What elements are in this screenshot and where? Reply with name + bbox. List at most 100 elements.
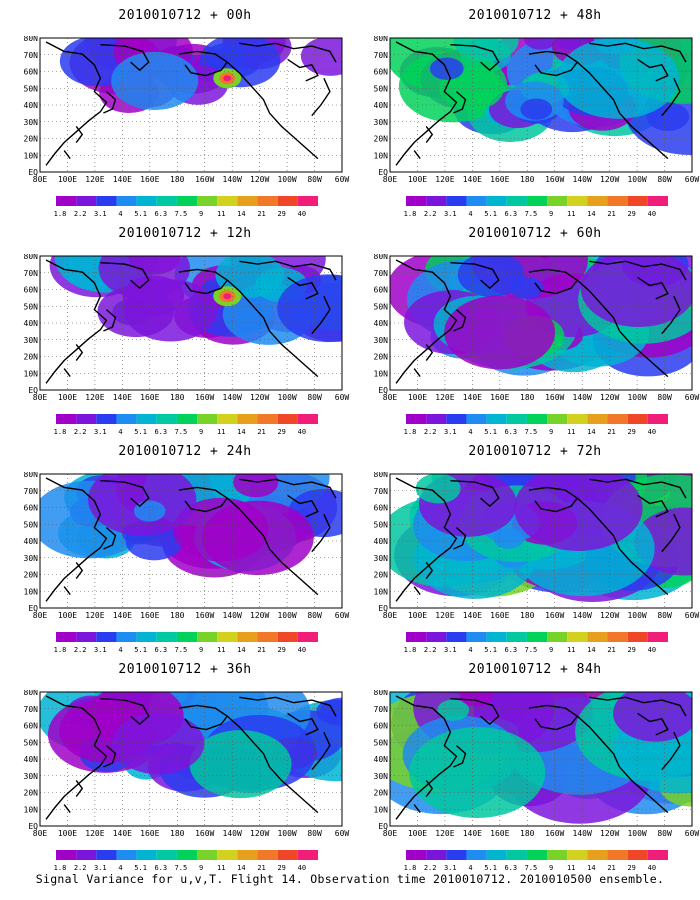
lon-tick-label: 120E bbox=[85, 611, 104, 620]
colorbar-tick-label: 6.3 bbox=[154, 646, 167, 654]
lat-tick-label: 30N bbox=[374, 554, 389, 563]
colorbar-swatch bbox=[466, 632, 487, 642]
colorbar: 1.8 2.2 3.1 4 5.1 6.3 7.5 9 11 14 21 29 40 bbox=[54, 414, 318, 436]
coastline bbox=[179, 51, 227, 75]
variance-contour bbox=[510, 276, 544, 299]
coastline bbox=[662, 78, 680, 116]
variance-contour bbox=[277, 274, 342, 343]
coastline bbox=[227, 62, 318, 158]
lat-tick-label: 80N bbox=[24, 36, 39, 43]
lat-tick-label: 20N bbox=[374, 789, 389, 798]
variance-contour bbox=[524, 38, 558, 50]
lat-tick-label: 70N bbox=[24, 51, 39, 60]
lon-tick-label: 120W bbox=[250, 175, 269, 184]
lon-tick-label: 120E bbox=[85, 829, 104, 838]
lon-tick-label: 180 bbox=[520, 611, 535, 620]
colorbar: 1.8 2.2 3.1 4 5.1 6.3 7.5 9 11 14 21 29 40 bbox=[54, 196, 318, 218]
lon-tick-label: 60W bbox=[335, 829, 350, 838]
variance-contour bbox=[112, 712, 205, 775]
colorbar-tick-label: 14 bbox=[237, 646, 245, 654]
colorbar-tick-label: 5.1 bbox=[134, 864, 147, 872]
lat-tick-label: 70N bbox=[24, 705, 39, 714]
colorbar-tick-label: 7.5 bbox=[175, 864, 188, 872]
lon-tick-label: 140E bbox=[113, 393, 132, 402]
lat-tick-label: 10N bbox=[24, 151, 39, 160]
colorbar-tick-label: 6.3 bbox=[504, 428, 517, 436]
colorbar-swatch bbox=[96, 632, 117, 642]
lon-tick-label: 160E bbox=[490, 611, 509, 620]
coastline bbox=[100, 699, 148, 724]
colorbar-tick-label: 3.1 bbox=[94, 210, 107, 218]
variance-field bbox=[390, 38, 692, 155]
colorbar-tick-label: 29 bbox=[277, 210, 285, 218]
colorbar-tick-label: 7.5 bbox=[525, 210, 538, 218]
colorbar-swatch bbox=[446, 414, 467, 424]
colorbar-tick-label: 3.1 bbox=[94, 428, 107, 436]
coastline bbox=[100, 263, 148, 288]
lat-tick-label: EQ bbox=[28, 822, 38, 831]
coastline bbox=[577, 62, 668, 158]
colorbar-swatch bbox=[176, 196, 198, 206]
lon-tick-label: 100E bbox=[408, 829, 427, 838]
lat-tick-label: 60N bbox=[374, 722, 389, 731]
lat-tick-label: 50N bbox=[24, 84, 39, 93]
colorbar-swatch bbox=[237, 414, 258, 424]
colorbar-tick-label: 11 bbox=[567, 646, 575, 654]
lat-tick-label: EQ bbox=[28, 168, 38, 177]
lat-tick-label: 40N bbox=[24, 319, 39, 328]
colorbar-swatch bbox=[466, 414, 487, 424]
lon-tick-label: 160E bbox=[140, 611, 159, 620]
colorbar-swatch bbox=[406, 196, 427, 206]
colorbar-tick-label: 5.1 bbox=[484, 864, 497, 872]
coastlines bbox=[396, 42, 686, 165]
lat-tick-label: 50N bbox=[24, 302, 39, 311]
lon-tick-label: 120W bbox=[600, 829, 619, 838]
colorbar-tick-label: 21 bbox=[607, 864, 615, 872]
coastlines bbox=[46, 42, 336, 165]
colorbar-tick-label: 7.5 bbox=[175, 210, 188, 218]
lon-tick-label: 100W bbox=[277, 611, 296, 620]
colorbar-swatch bbox=[56, 850, 77, 860]
map-panel: 2010010712 + 48h 80N 70N 60N 50N 40N 30N 20N 10N… bbox=[370, 8, 700, 218]
colorbar-tick-label: 11 bbox=[567, 210, 575, 218]
colorbar-swatch bbox=[96, 414, 117, 424]
colorbar-tick-label: 1.8 bbox=[404, 864, 417, 872]
colorbar-tick-label: 2.2 bbox=[424, 864, 437, 872]
lon-tick-label: 160E bbox=[490, 175, 509, 184]
lon-tick-label: 60W bbox=[685, 175, 700, 184]
variance-field bbox=[59, 38, 342, 114]
lat-tick-label: 60N bbox=[24, 286, 39, 295]
lat-tick-label: 40N bbox=[374, 101, 389, 110]
colorbar-tick-label: 9 bbox=[549, 646, 553, 654]
colorbar-tick-label: 5.1 bbox=[134, 428, 147, 436]
coastline bbox=[103, 746, 115, 767]
lat-tick-label: 40N bbox=[24, 537, 39, 546]
coastline bbox=[100, 481, 148, 506]
coastline bbox=[529, 269, 577, 293]
lon-tick-label: 100W bbox=[277, 175, 296, 184]
colorbar-tick-label: 1.8 bbox=[404, 646, 417, 654]
colorbar-tick-label: 21 bbox=[607, 646, 615, 654]
lon-tick-label: 160W bbox=[195, 611, 214, 620]
colorbar-swatch bbox=[257, 196, 278, 206]
coastlines bbox=[46, 696, 336, 819]
colorbar-tick-label: 4 bbox=[468, 210, 472, 218]
variance-contour bbox=[300, 38, 342, 76]
colorbar-swatch bbox=[647, 850, 668, 860]
colorbar-swatch bbox=[116, 632, 137, 642]
lon-tick-label: 100E bbox=[408, 393, 427, 402]
colorbar-swatch bbox=[587, 414, 608, 424]
coastline bbox=[312, 296, 330, 334]
colorbar: 1.8 2.2 3.1 4 5.1 6.3 7.5 9 11 14 21 29 40 bbox=[54, 850, 318, 872]
lon-tick-label: 100E bbox=[408, 175, 427, 184]
colorbar-tick-label: 3.1 bbox=[444, 864, 457, 872]
coastline bbox=[450, 481, 498, 506]
colorbar-tick-label: 11 bbox=[217, 864, 225, 872]
colorbar-tick-label: 1.8 bbox=[54, 210, 67, 218]
colorbar-swatch bbox=[277, 632, 298, 642]
lat-tick-label: 50N bbox=[374, 520, 389, 529]
colorbar-swatch bbox=[627, 632, 648, 642]
colorbar-tick-label: 5.1 bbox=[484, 210, 497, 218]
lon-tick-label: 140W bbox=[223, 611, 242, 620]
